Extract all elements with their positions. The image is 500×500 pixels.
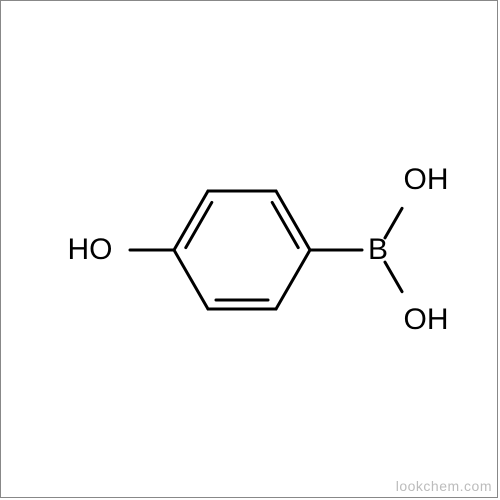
atom-label-boron: B bbox=[368, 233, 388, 267]
atom-label-oh-down: OH bbox=[404, 303, 449, 337]
watermark-text: lookchem.com bbox=[396, 478, 492, 494]
atom-label-ho-left: HO bbox=[68, 233, 113, 267]
atom-label-oh-up: OH bbox=[404, 163, 449, 197]
